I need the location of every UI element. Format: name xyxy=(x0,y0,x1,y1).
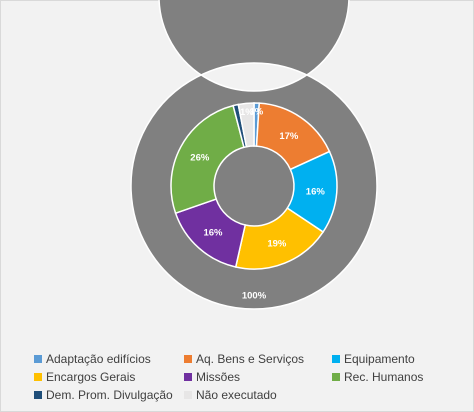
inner-data-label-1: 17% xyxy=(279,131,299,142)
inner-data-label-3: 19% xyxy=(267,239,287,250)
legend-label-3: Encargos Gerais xyxy=(46,370,136,384)
inner-slice-5 xyxy=(170,104,245,215)
inner-data-label-4: 16% xyxy=(203,227,223,238)
legend-item-7: Não executado xyxy=(184,388,332,402)
inner-slice-7 xyxy=(237,102,255,148)
legend-label-7: Não executado xyxy=(196,388,277,402)
legend-item-2: Equipamento xyxy=(332,352,454,366)
legend-swatch-1 xyxy=(184,355,192,363)
legend-swatch-3 xyxy=(34,373,42,381)
legend-swatch-6 xyxy=(34,391,42,399)
data-labels: 100% 1% 17% 16% 19% 16% 26% 1% xyxy=(190,107,325,302)
inner-ring xyxy=(170,102,338,270)
legend-swatch-7 xyxy=(184,391,192,399)
legend-item-3: Encargos Gerais xyxy=(34,370,184,384)
inner-data-label-0: 1% xyxy=(250,107,264,118)
legend-item-0: Adaptação edifícios xyxy=(34,352,184,366)
legend-swatch-5 xyxy=(332,373,340,381)
legend: Adaptação edifícios Aq. Bens e Serviços Eq… xyxy=(34,352,454,402)
inner-data-label-2: 16% xyxy=(306,186,326,197)
outer-data-label-0: 100% xyxy=(242,291,267,302)
legend-swatch-0 xyxy=(34,355,42,363)
legend-item-1: Aq. Bens e Serviços xyxy=(184,352,332,366)
legend-label-2: Equipamento xyxy=(344,352,415,366)
legend-label-4: Missões xyxy=(196,370,241,384)
legend-item-5: Rec. Humanos xyxy=(332,370,454,384)
inner-data-label-5: 26% xyxy=(190,152,210,163)
legend-item-6: Dem. Prom. Divulgação xyxy=(34,388,184,402)
legend-item-4: Missões xyxy=(184,370,332,384)
legend-swatch-4 xyxy=(184,373,192,381)
legend-label-1: Aq. Bens e Serviços xyxy=(196,352,305,366)
legend-label-6: Dem. Prom. Divulgação xyxy=(46,388,173,402)
legend-label-0: Adaptação edifícios xyxy=(46,352,151,366)
inner-data-label-7: 1% xyxy=(240,107,254,118)
legend-swatch-2 xyxy=(332,355,340,363)
legend-label-5: Rec. Humanos xyxy=(344,370,424,384)
